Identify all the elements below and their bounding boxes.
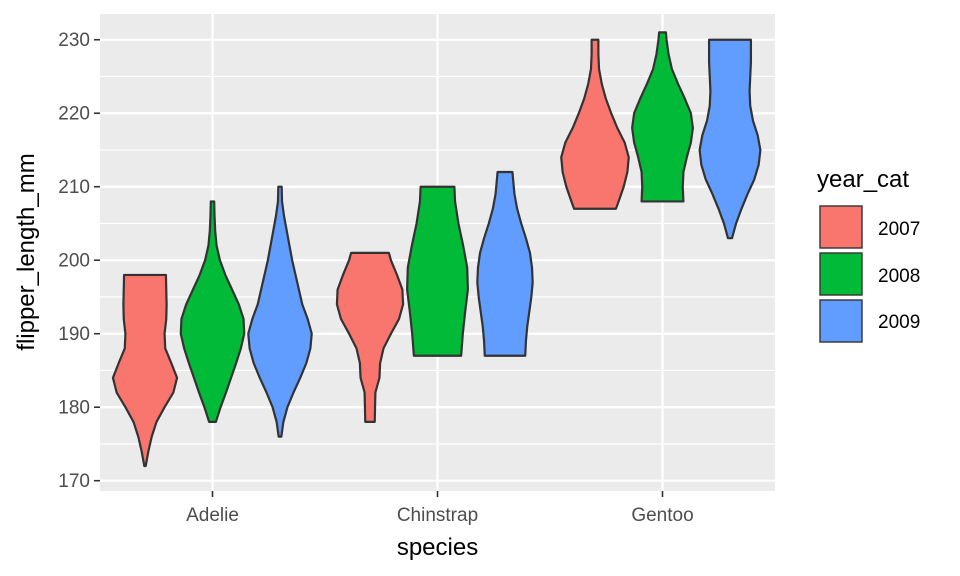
legend-label-2008: 2008 [878, 266, 920, 287]
legend-key-2009 [819, 299, 863, 343]
legend-title: year_cat [817, 166, 909, 193]
violin-adelie-2008 [179, 200, 246, 424]
violins [111, 31, 762, 468]
y-tick-label: 210 [58, 177, 90, 198]
legend-key-2008 [819, 252, 863, 296]
legend-item-2007: 2007 [819, 205, 920, 249]
violin-chinstrap-2009 [476, 170, 534, 357]
x-tick-label: Adelie [186, 505, 239, 526]
y-tick-label: 200 [58, 251, 90, 272]
x-axis-title: species [397, 534, 478, 561]
violin-chinstrap-2007 [335, 251, 405, 424]
x-axis: Adelie Chinstrap Gentoo [186, 491, 694, 526]
legend-label-2009: 2009 [878, 312, 920, 333]
y-tick-label: 230 [58, 30, 90, 51]
y-tick-label: 180 [58, 398, 90, 419]
y-tick-label: 190 [58, 324, 90, 345]
legend: year_cat 2007 2008 2009 [817, 166, 920, 343]
y-axis-title: flipper_length_mm [13, 153, 40, 350]
x-tick-label: Gentoo [631, 505, 693, 526]
legend-item-2008: 2008 [819, 252, 920, 296]
violin-chinstrap-2008 [406, 185, 469, 357]
violin-gentoo-2008 [631, 31, 694, 203]
legend-label-2007: 2007 [878, 219, 920, 240]
violin-adelie-2009 [247, 185, 313, 438]
y-axis: 170 180 190 200 210 220 230 [58, 30, 100, 492]
legend-item-2009: 2009 [819, 299, 920, 343]
y-tick-label: 170 [58, 471, 90, 492]
violin-adelie-2007 [111, 273, 179, 468]
violin-gentoo-2007 [560, 38, 630, 210]
y-tick-label: 220 [58, 104, 90, 125]
x-tick-label: Chinstrap [397, 505, 478, 526]
violin-gentoo-2009 [698, 38, 762, 240]
legend-key-2007 [819, 205, 863, 249]
